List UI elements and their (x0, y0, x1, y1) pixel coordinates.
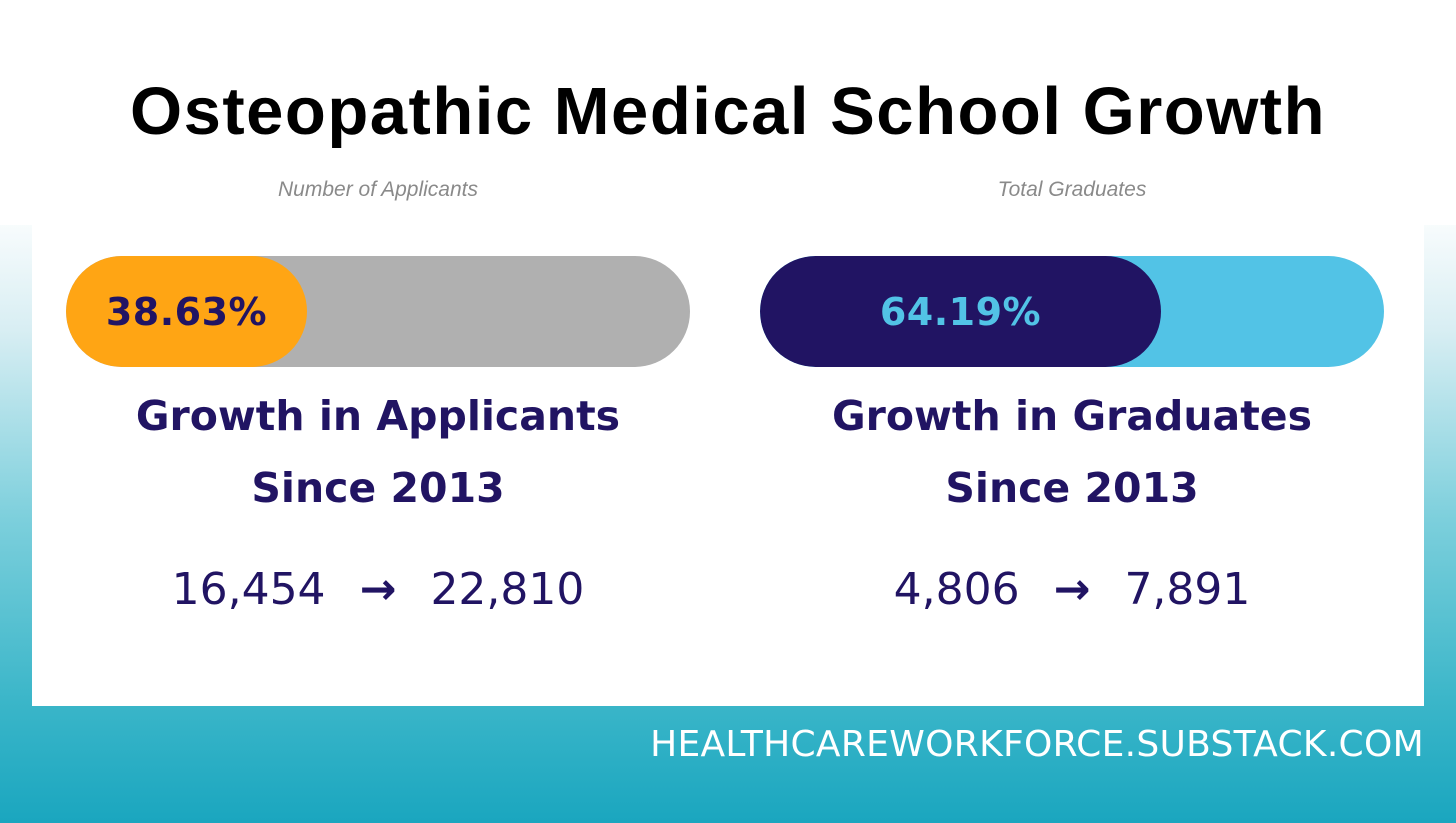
graduates-chart-title: Total Graduates (997, 178, 1147, 201)
applicants-progress-track: 38.63% (66, 256, 690, 367)
applicants-caption-line2: Since 2013 (251, 464, 505, 512)
applicants-caption-line1: Growth in Applicants (135, 392, 621, 440)
graduates-to-value: 7,891 (1124, 564, 1251, 615)
graduates-caption-line1: Growth in Graduates (831, 392, 1313, 440)
applicants-chart-title: Number of Applicants (278, 178, 478, 201)
arrow-right-icon: → (359, 564, 397, 615)
footer-url: HEALTHCAREWORKFORCE.SUBSTACK.COM (650, 724, 1424, 765)
applicants-percent-label: 38.63% (105, 289, 268, 334)
header-band (0, 0, 1456, 225)
graduates-caption-line2: Since 2013 (945, 464, 1199, 512)
applicants-from-value: 16,454 (171, 564, 326, 615)
applicants-counts: 16,454 → 22,810 (66, 560, 690, 620)
arrow-right-icon: → (1053, 564, 1091, 615)
graduates-growth-caption: Growth in Graduates Since 2013 (760, 380, 1384, 524)
graduates-progress-track: 64.19% (760, 256, 1384, 367)
applicants-growth-caption: Growth in Applicants Since 2013 (66, 380, 690, 524)
page-title: Osteopathic Medical School Growth (129, 74, 1327, 149)
graduates-counts: 4,806 → 7,891 (760, 560, 1384, 620)
applicants-to-value: 22,810 (430, 564, 585, 615)
graduates-progress-fill: 64.19% (760, 256, 1161, 367)
applicants-progress-fill: 38.63% (66, 256, 307, 367)
graduates-from-value: 4,806 (893, 564, 1020, 615)
graduates-percent-label: 64.19% (879, 289, 1042, 334)
